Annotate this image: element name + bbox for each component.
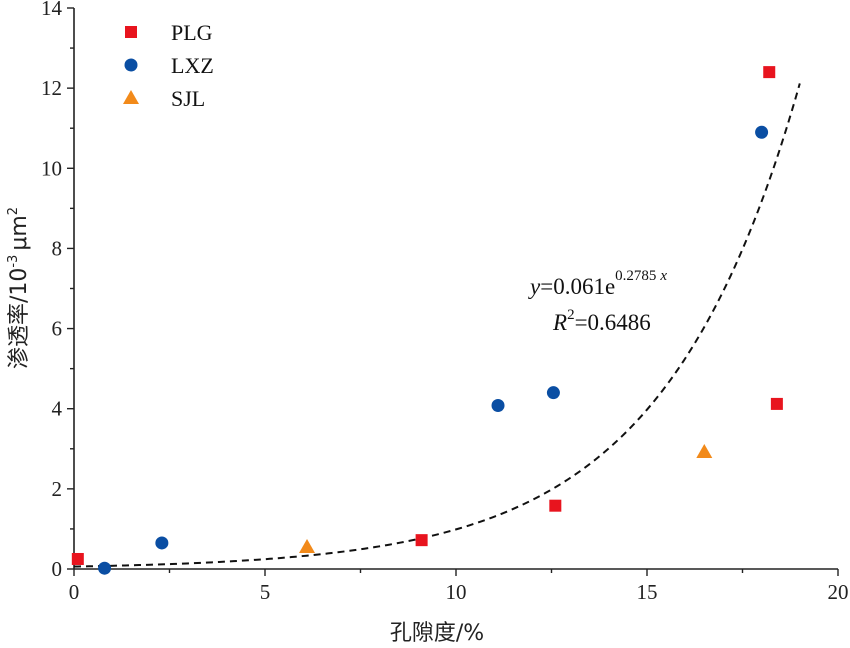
point-lxz xyxy=(546,386,560,400)
data-points xyxy=(71,66,783,575)
y-tick-label: 2 xyxy=(52,477,63,501)
x-tick-label: 15 xyxy=(637,580,658,604)
legend-marker-sjl xyxy=(123,90,139,104)
point-lxz xyxy=(155,536,169,550)
y-tick-label: 4 xyxy=(52,397,63,421)
x-tick-label: 0 xyxy=(69,580,80,604)
fit-curve xyxy=(73,83,801,568)
ticks: 0 2 4 6 8 10 12 14 0 5 10 15 20 xyxy=(41,0,849,604)
y-tick-label: 12 xyxy=(41,76,62,100)
legend-label-lxz: LXZ xyxy=(171,53,214,78)
x-tick-label: 20 xyxy=(828,580,849,604)
fit-layer xyxy=(73,83,801,568)
legend-label-plg: PLG xyxy=(171,20,213,45)
legend: PLG LXZ SJL xyxy=(123,20,214,111)
point-lxz xyxy=(491,399,505,413)
point-lxz xyxy=(98,561,112,575)
y-tick-label: 0 xyxy=(52,557,63,581)
y-tick-label: 6 xyxy=(52,317,63,341)
point-plg xyxy=(770,397,783,410)
x-tick-label: 5 xyxy=(260,580,271,604)
point-plg xyxy=(71,552,84,565)
point-sjl xyxy=(696,443,713,458)
y-axis-title: 渗透率/10-3μm2 xyxy=(6,207,32,369)
point-plg xyxy=(763,66,776,79)
point-plg xyxy=(549,499,562,512)
legend-marker-plg xyxy=(125,26,137,38)
point-plg xyxy=(415,534,428,547)
y-tick-label: 14 xyxy=(41,0,63,20)
legend-marker-lxz xyxy=(124,58,138,72)
x-axis-title: 孔隙度/% xyxy=(390,621,484,646)
legend-label-sjl: SJL xyxy=(171,86,205,111)
fit-equation: y=0.061e0.2785 x xyxy=(528,268,667,299)
y-tick-label: 8 xyxy=(52,236,63,260)
x-tick-label: 10 xyxy=(446,580,467,604)
fit-r-squared: R2=0.6486 xyxy=(552,307,651,335)
y-tick-label: 10 xyxy=(41,156,62,180)
point-sjl xyxy=(299,538,316,553)
point-lxz xyxy=(755,125,769,139)
